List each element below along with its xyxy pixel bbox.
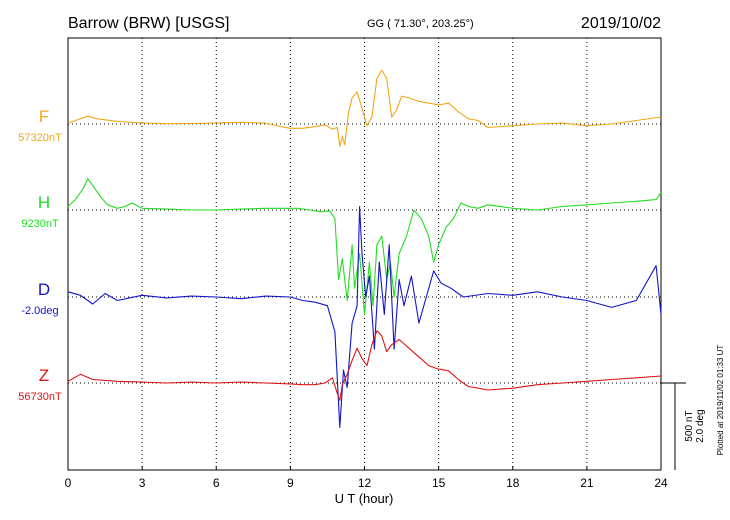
x-axis-label: U T (hour): [335, 491, 394, 506]
series-name-d: D: [38, 280, 50, 299]
baseline-value-h: 9230nT: [21, 218, 59, 230]
x-tick-label-6: 6: [213, 476, 220, 490]
baseline-value-d: -2.0deg: [21, 305, 58, 317]
series-line-z: [67, 330, 662, 401]
series-line-h: [67, 178, 662, 315]
scale-deg-label: 2.0 deg: [695, 409, 706, 442]
baseline-layer: [68, 123, 661, 384]
series-layer: [67, 69, 662, 429]
x-tick-label-21: 21: [580, 476, 594, 490]
plot-date: 2019/10/02: [581, 15, 661, 32]
series-line-d: [67, 205, 662, 429]
x-tick-label-9: 9: [287, 476, 294, 490]
x-tick-label-12: 12: [358, 476, 372, 490]
grid-layer: [141, 38, 588, 470]
series-name-f: F: [39, 107, 49, 126]
x-tick-label-24: 24: [654, 476, 668, 490]
scale-nt-label: 500 nT: [684, 410, 695, 441]
station-coords: GG ( 71.30°, 203.25°): [367, 18, 474, 30]
x-tick-label-15: 15: [432, 476, 446, 490]
tick-layer: 0 3 6 9 12 15 18 21 24: [65, 466, 668, 490]
baseline-value-z: 56730nT: [18, 391, 62, 403]
baseline-value-f: 57320nT: [18, 132, 62, 144]
series-line-f: [67, 69, 662, 148]
x-tick-label-3: 3: [139, 476, 146, 490]
plotted-at-note: Plotted at 2019/11/02 01:33 UT: [716, 345, 725, 456]
label-layer: F 57320nT H 9230nT D -2.0deg Z 56730nT: [18, 107, 62, 403]
series-name-z: Z: [39, 366, 49, 385]
x-tick-label-18: 18: [506, 476, 520, 490]
station-title: Barrow (BRW) [USGS]: [68, 15, 230, 32]
series-name-h: H: [38, 193, 50, 212]
x-tick-label-0: 0: [65, 476, 72, 490]
scale-bar: 500 nT 2.0 deg: [661, 382, 706, 470]
